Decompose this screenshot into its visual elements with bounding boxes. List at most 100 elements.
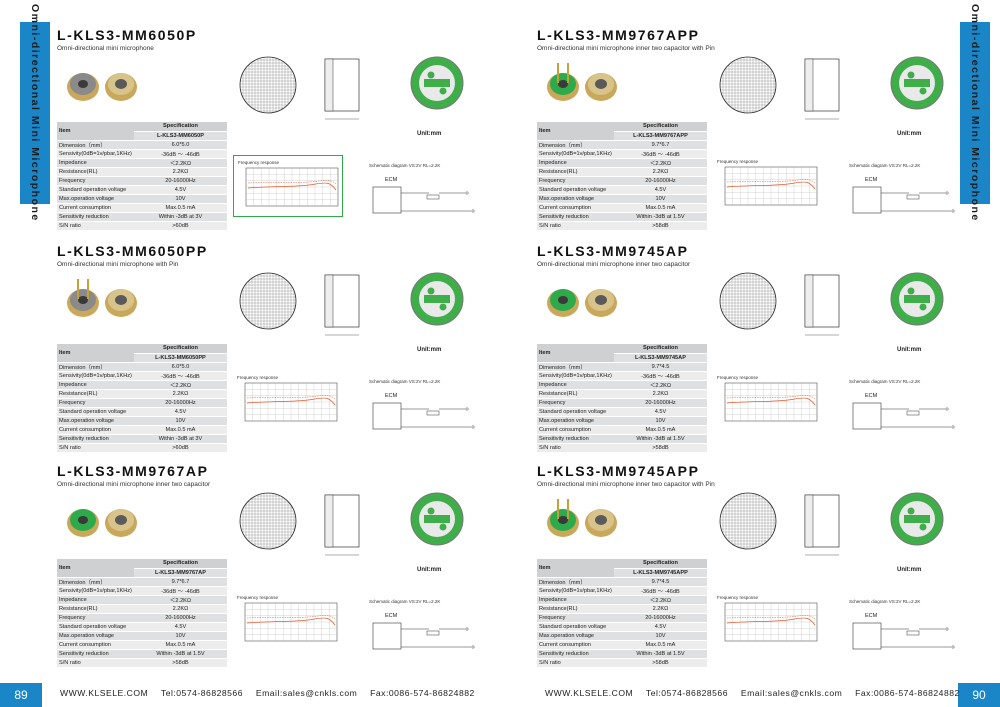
schematic-label: Schematic diagram VS:2V RL=2.2K <box>369 379 441 384</box>
spec-value: 9.7*6.7 <box>133 577 227 587</box>
spec-value: 10V <box>133 631 227 641</box>
spec-key: Max.operation voltage <box>57 194 134 204</box>
spec-key: Max.operation voltage <box>537 194 614 204</box>
spec-key: Standard operation voltage <box>57 407 134 417</box>
product-photo <box>57 273 149 328</box>
spec-row: Max.operation voltage 10V <box>57 631 227 641</box>
spec-value: 20-16000Hz <box>133 398 227 408</box>
spec-row: Standard operation voltage 4.5V <box>537 622 707 632</box>
spec-table: Item Specification L-KLS3-MM6050PP Dimensio… <box>57 344 227 453</box>
spec-value: Max.0.5 mA <box>133 203 227 213</box>
footer-website[interactable]: WWW.KLSELE.COM <box>60 688 149 698</box>
spec-value: 10V <box>613 416 707 426</box>
spec-key: Sensitivity reduction <box>537 649 614 659</box>
spec-value: Within -3dB at 1.5V <box>133 649 227 659</box>
spec-value: 2.2KΩ <box>613 389 707 399</box>
footer-email[interactable]: Email:sales@cnkls.com <box>740 688 843 698</box>
spec-row: Dimension（mm） 6.0*5.0 <box>57 140 227 150</box>
spec-row: Impedance ＜2.2KΩ <box>57 380 227 390</box>
product-section: L-KLS3-MM9745APP Omni-directional mini mi… <box>537 463 957 668</box>
spec-key: Resistance(RL) <box>57 167 134 177</box>
schematic-label: Schematic diagram VS:2V RL=2.2K <box>369 163 441 168</box>
spec-row: Resistance(RL) 2.2KΩ <box>57 389 227 399</box>
dimension-drawing <box>713 263 953 348</box>
spec-key: Impedance <box>57 595 134 605</box>
ecm-label: ECM <box>385 393 398 399</box>
schematic-diagram: Schematic diagram VS:2V RL=2.2K ECM <box>369 599 479 661</box>
spec-value: 2.2KΩ <box>613 167 707 177</box>
spec-value: 20-16000Hz <box>613 613 707 623</box>
spec-value: ＜2.2KΩ <box>613 380 707 390</box>
spec-row: Resistance(RL) 2.2KΩ <box>57 167 227 177</box>
spec-row: Dimension（mm） 9.7*6.7 <box>57 577 227 587</box>
spec-key: Sensitivity reduction <box>537 434 614 444</box>
product-section: L-KLS3-MM6050PP Omni-directional mini mic… <box>57 243 477 453</box>
spec-value: >58dB <box>613 221 707 231</box>
spec-key: Dimension（mm） <box>57 140 134 150</box>
spec-key: Current consumption <box>57 640 134 650</box>
spec-key: Sensivity(0dB=1v/pbar,1KHz) <box>537 586 614 596</box>
spec-value: 20-16000Hz <box>613 398 707 408</box>
side-category-tab-right: Omni-directional Mini Microphone <box>960 4 990 222</box>
schematic-label: Schematic diagram VS:2V RL=2.2K <box>369 599 441 604</box>
spec-value: ＜2.2KΩ <box>133 595 227 605</box>
spec-value: -36dB ～ -46dB <box>613 371 707 381</box>
spec-key: Max.operation voltage <box>537 631 614 641</box>
spec-key: Dimension（mm） <box>57 362 134 372</box>
footer-website[interactable]: WWW.KLSELE.COM <box>545 688 634 698</box>
back-view-drawing <box>887 53 947 118</box>
spec-row: Max.operation voltage 10V <box>537 416 707 426</box>
product-subtitle: Omni-directional mini microphone <box>57 45 154 52</box>
spec-key: Frequency <box>57 398 134 408</box>
spec-row: Frequency 20-16000Hz <box>537 176 707 186</box>
product-title: L-KLS3-MM9745APP <box>537 463 700 479</box>
spec-key: Standard operation voltage <box>537 622 614 632</box>
spec-model: L-KLS3-MM6050PP <box>133 353 227 363</box>
spec-value: 10V <box>133 194 227 204</box>
unit-label: Unit:mm <box>897 347 922 353</box>
spec-row: Frequency 20-16000Hz <box>57 176 227 186</box>
back-view-drawing <box>407 269 467 334</box>
spec-value: 4.5V <box>133 407 227 417</box>
spec-value: 20-16000Hz <box>133 176 227 186</box>
fr-label: Frequency response <box>237 595 279 600</box>
spec-value: Within -3dB at 1.5V <box>613 212 707 222</box>
spec-row: Impedance ＜2.2KΩ <box>57 158 227 168</box>
spec-value: >60dB <box>133 221 227 231</box>
spec-row: S/N ratio >58dB <box>57 658 227 668</box>
product-title: L-KLS3-MM9767AP <box>57 463 209 479</box>
spec-key: Frequency <box>57 613 134 623</box>
ecm-label: ECM <box>865 393 878 399</box>
spec-value: Max.0.5 mA <box>613 425 707 435</box>
spec-key: Resistance(RL) <box>57 604 134 614</box>
spec-value: -36dB ～ -46dB <box>613 149 707 159</box>
spec-key: Dimension（mm） <box>57 577 134 587</box>
spec-key: Standard operation voltage <box>537 185 614 195</box>
spec-value: ＜2.2KΩ <box>133 158 227 168</box>
spec-value: 4.5V <box>613 185 707 195</box>
schematic-diagram: Schematic diagram VS:2V RL=2.2K ECM <box>849 379 959 441</box>
spec-value: Within -3dB at 1.5V <box>613 434 707 444</box>
spec-row: S/N ratio >58dB <box>537 443 707 453</box>
spec-key: Impedance <box>57 380 134 390</box>
spec-value: Max.0.5 mA <box>133 425 227 435</box>
spec-row: Current consumption Max.0.5 mA <box>537 425 707 435</box>
spec-key: Resistance(RL) <box>57 389 134 399</box>
spec-header: Specification <box>133 122 227 132</box>
spec-value: 2.2KΩ <box>613 604 707 614</box>
dimension-drawing <box>233 483 473 568</box>
product-section: L-KLS3-MM6050P Omni-directional mini micr… <box>57 27 477 231</box>
dimension-drawing <box>713 483 953 568</box>
spec-value: 9.7*6.7 <box>613 140 707 150</box>
spec-row: Max.operation voltage 10V <box>57 194 227 204</box>
spec-row: Impedance ＜2.2KΩ <box>537 380 707 390</box>
spec-row: Standard operation voltage 4.5V <box>57 185 227 195</box>
spec-value: 6.0*5.0 <box>133 140 227 150</box>
spec-row: Max.operation voltage 10V <box>537 194 707 204</box>
fr-label: Frequency response <box>717 159 759 164</box>
frequency-response-chart: Frequency response <box>233 155 343 217</box>
product-subtitle: Omni-directional mini microphone inner t… <box>537 261 691 268</box>
footer-email[interactable]: Email:sales@cnkls.com <box>255 688 358 698</box>
spec-value: >60dB <box>133 443 227 453</box>
side-category-label: Omni-directional Mini Microphone <box>29 4 41 222</box>
